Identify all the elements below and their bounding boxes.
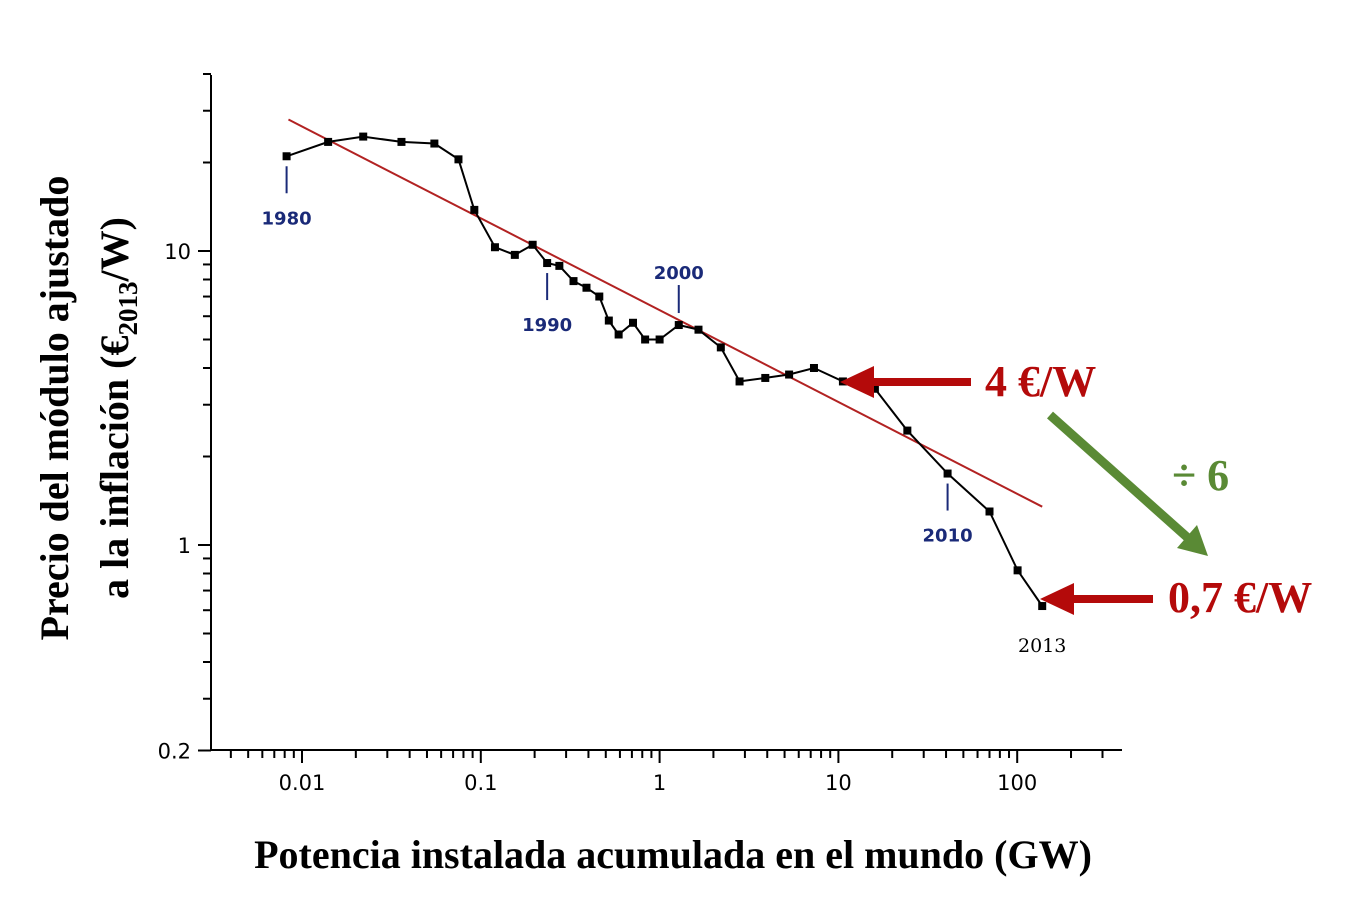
data-point [735, 377, 744, 386]
data-point [1013, 566, 1022, 575]
year-label: 2000 [654, 263, 704, 284]
data-point [359, 132, 368, 141]
year-label: 2013 [1018, 635, 1066, 657]
callout-high-arrow-head [840, 366, 874, 398]
data-point [629, 318, 638, 327]
data-point [430, 139, 439, 148]
data-point [716, 343, 725, 352]
data-point [785, 370, 794, 379]
ratio-arrow-shaft [1047, 411, 1191, 542]
trend-line [288, 118, 1043, 508]
x-axis-title: Potencia instalada acumulada en el mundo… [254, 832, 1092, 877]
y-axis-ticks: 0.2 1 10 [158, 72, 211, 763]
y-axis-title-line2: a la inflación (€2013/W) [92, 217, 143, 599]
x-tick-label: 100 [997, 771, 1037, 795]
x-tick-label: 0.01 [279, 771, 326, 795]
data-point [543, 259, 552, 268]
ratio-arrow-head [1177, 525, 1208, 556]
y-tick-label: 1 [178, 534, 191, 558]
data-point [870, 384, 879, 393]
data-point [470, 205, 479, 214]
x-tick-label: 0.1 [464, 771, 497, 795]
data-point [985, 507, 994, 516]
callout-low-arrow-head [1040, 583, 1074, 615]
data-point [324, 137, 333, 146]
data-point [397, 137, 406, 146]
data-point [674, 321, 683, 330]
data-point [510, 250, 519, 259]
data-point [490, 243, 499, 252]
data-point [641, 335, 650, 344]
year-label: 1990 [522, 315, 572, 336]
data-point [655, 335, 664, 344]
callout-low-label: 0,7 €/W [1168, 573, 1312, 622]
data-point [903, 426, 912, 435]
year-annotations: 1980 1990 2000 2010 2013 [262, 166, 1066, 657]
data-point [282, 152, 291, 161]
y-axis-title: Precio del módulo ajustado a la inflació… [32, 176, 143, 641]
data-point [595, 292, 604, 301]
data-point [761, 373, 770, 382]
data-point [582, 283, 591, 292]
y-axis-title-line2-sub: 2013 [113, 282, 143, 336]
data-point [694, 325, 703, 334]
data-point [555, 261, 564, 270]
y-axis-title-line1: Precio del módulo ajustado [32, 176, 77, 641]
data-point [1038, 602, 1047, 611]
data-point [943, 469, 952, 478]
callout-high-label: 4 €/W [985, 357, 1096, 406]
data-point [604, 316, 613, 325]
data-point [809, 363, 818, 372]
year-label: 2010 [923, 526, 973, 547]
y-axis-title-line2-post: /W) [92, 217, 137, 282]
data-point [614, 330, 623, 339]
data-point [528, 240, 537, 249]
y-tick-label: 0.2 [158, 739, 191, 763]
ratio-label: ÷ 6 [1172, 451, 1229, 500]
data-point [454, 155, 463, 164]
year-label: 1980 [262, 208, 312, 229]
x-tick-label: 10 [825, 771, 852, 795]
x-axis-ticks: 0.01 0.1 1 10 100 [229, 750, 1104, 795]
y-tick-label: 10 [164, 240, 191, 264]
y-axis-title-line2-pre: a la inflación (€ [92, 336, 137, 599]
x-tick-label: 1 [653, 771, 666, 795]
data-point [569, 277, 578, 286]
